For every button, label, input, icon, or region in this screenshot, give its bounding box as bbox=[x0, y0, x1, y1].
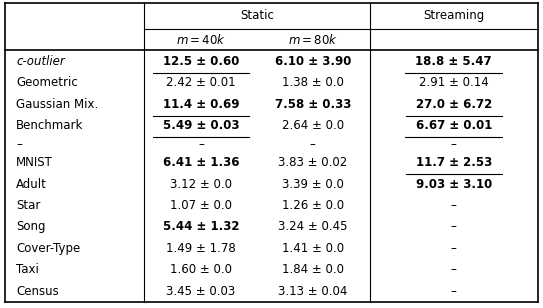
Text: –: – bbox=[198, 138, 204, 151]
Text: 2.42 ± 0.01: 2.42 ± 0.01 bbox=[166, 76, 236, 89]
Text: Gaussian Mix.: Gaussian Mix. bbox=[16, 98, 98, 111]
Text: 3.12 ± 0.0: 3.12 ± 0.0 bbox=[170, 177, 232, 191]
Text: Geometric: Geometric bbox=[16, 76, 78, 89]
Text: 6.10 ± 3.90: 6.10 ± 3.90 bbox=[275, 55, 351, 68]
Text: 2.64 ± 0.0: 2.64 ± 0.0 bbox=[282, 119, 344, 132]
Text: 1.41 ± 0.0: 1.41 ± 0.0 bbox=[282, 242, 344, 255]
Text: –: – bbox=[451, 285, 457, 298]
Text: 3.83 ± 0.02: 3.83 ± 0.02 bbox=[278, 156, 348, 169]
Text: 11.4 ± 0.69: 11.4 ± 0.69 bbox=[163, 98, 239, 111]
Text: Star: Star bbox=[16, 199, 40, 212]
Text: 6.41 ± 1.36: 6.41 ± 1.36 bbox=[163, 156, 239, 169]
Text: 1.26 ± 0.0: 1.26 ± 0.0 bbox=[282, 199, 344, 212]
Text: 1.60 ± 0.0: 1.60 ± 0.0 bbox=[170, 263, 232, 276]
Text: –: – bbox=[451, 221, 457, 233]
Text: 1.38 ± 0.0: 1.38 ± 0.0 bbox=[282, 76, 344, 89]
Text: $m = 80k$: $m = 80k$ bbox=[288, 33, 338, 47]
Text: –: – bbox=[451, 199, 457, 212]
Text: 5.49 ± 0.03: 5.49 ± 0.03 bbox=[163, 119, 239, 132]
Text: 3.39 ± 0.0: 3.39 ± 0.0 bbox=[282, 177, 344, 191]
Text: 3.13 ± 0.04: 3.13 ± 0.04 bbox=[278, 285, 348, 298]
Text: 2.91 ± 0.14: 2.91 ± 0.14 bbox=[419, 76, 489, 89]
Text: 27.0 ± 6.72: 27.0 ± 6.72 bbox=[415, 98, 492, 111]
Text: –: – bbox=[451, 263, 457, 276]
Text: MNIST: MNIST bbox=[16, 156, 53, 169]
Text: 1.07 ± 0.0: 1.07 ± 0.0 bbox=[170, 199, 232, 212]
Text: –: – bbox=[451, 138, 457, 151]
Text: 1.49 ± 1.78: 1.49 ± 1.78 bbox=[166, 242, 236, 255]
Text: 11.7 ± 2.53: 11.7 ± 2.53 bbox=[415, 156, 492, 169]
Text: Cover-Type: Cover-Type bbox=[16, 242, 80, 255]
Text: Census: Census bbox=[16, 285, 59, 298]
Text: Song: Song bbox=[16, 221, 46, 233]
Text: –: – bbox=[310, 138, 315, 151]
Text: 3.45 ± 0.03: 3.45 ± 0.03 bbox=[166, 285, 236, 298]
Text: 7.58 ± 0.33: 7.58 ± 0.33 bbox=[275, 98, 351, 111]
Text: 1.84 ± 0.0: 1.84 ± 0.0 bbox=[282, 263, 344, 276]
Text: $m = 40k$: $m = 40k$ bbox=[176, 33, 226, 47]
Text: 12.5 ± 0.60: 12.5 ± 0.60 bbox=[163, 55, 239, 68]
Text: 9.03 ± 3.10: 9.03 ± 3.10 bbox=[415, 177, 492, 191]
Text: 6.67 ± 0.01: 6.67 ± 0.01 bbox=[415, 119, 492, 132]
Text: 3.24 ± 0.45: 3.24 ± 0.45 bbox=[278, 221, 348, 233]
Text: –: – bbox=[451, 242, 457, 255]
Text: Taxi: Taxi bbox=[16, 263, 39, 276]
Text: Benchmark: Benchmark bbox=[16, 119, 84, 132]
Text: Adult: Adult bbox=[16, 177, 47, 191]
Text: –: – bbox=[16, 138, 22, 151]
Text: c-outlier: c-outlier bbox=[16, 55, 65, 68]
Text: 5.44 ± 1.32: 5.44 ± 1.32 bbox=[163, 221, 239, 233]
Text: Streaming: Streaming bbox=[423, 10, 484, 22]
Text: 18.8 ± 5.47: 18.8 ± 5.47 bbox=[415, 55, 492, 68]
Text: Static: Static bbox=[240, 10, 274, 22]
